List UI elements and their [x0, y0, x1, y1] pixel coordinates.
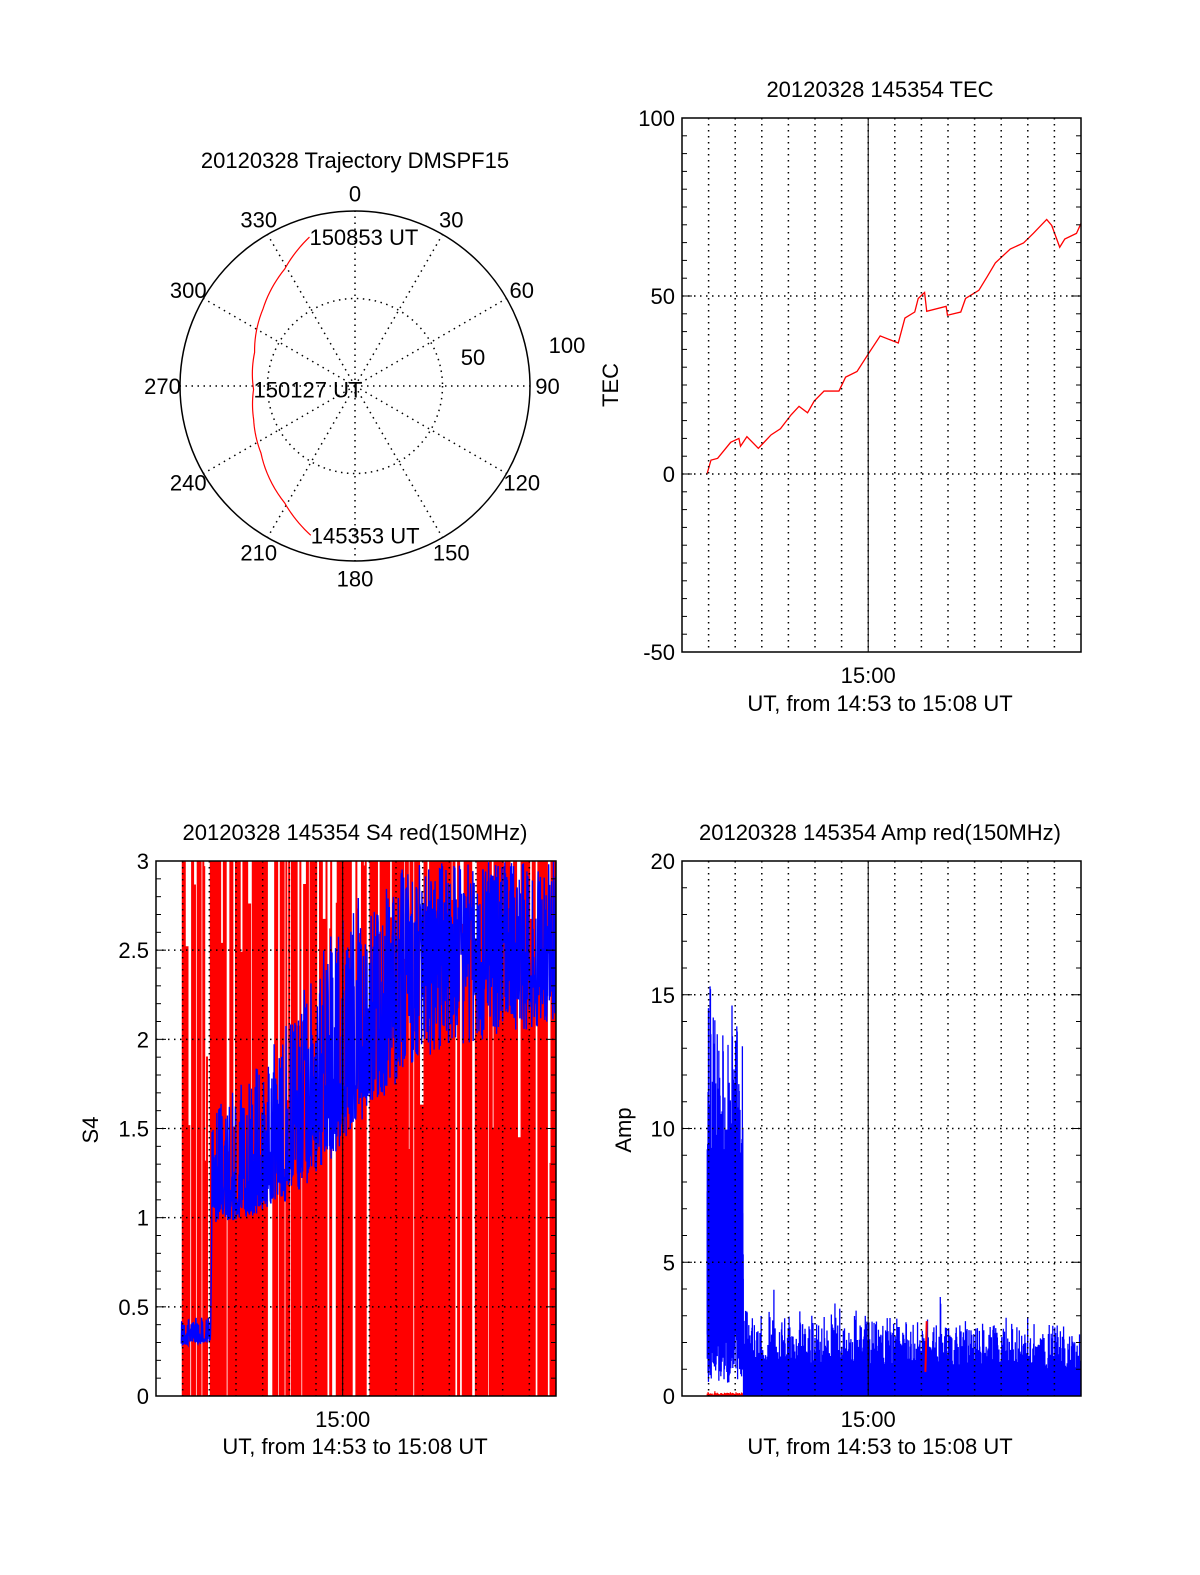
- plot-frame: [681, 860, 1082, 1397]
- amp-xlabel: UT, from 14:53 to 15:08 UT: [747, 1434, 1012, 1459]
- tec-plot: 20120328 145354 TEC TEC UT, from 14:53 t…: [598, 77, 1082, 716]
- y-tick-label: 100: [638, 106, 675, 131]
- angle-label-0: 0: [349, 182, 361, 207]
- s4-plot: 20120328 145354 S4 red(150MHz) S4 UT, fr…: [78, 820, 557, 1459]
- s4-xlabel: UT, from 14:53 to 15:08 UT: [222, 1434, 487, 1459]
- tec-title: 20120328 145354 TEC: [766, 77, 993, 102]
- y-tick-label: 50: [651, 284, 675, 309]
- y-tick-label: 0: [663, 1384, 675, 1409]
- angle-label-120: 120: [503, 470, 540, 495]
- tec-ylabel: TEC: [598, 363, 623, 407]
- angle-label-180: 180: [337, 567, 374, 592]
- angle-label-300: 300: [170, 278, 207, 303]
- polar-angle-labels: 0 30 60 90 120 150 180 210 240 270 300 330: [144, 182, 560, 592]
- plot-frame: [155, 860, 557, 1397]
- radial-tick-50: 50: [461, 345, 485, 370]
- angle-label-60: 60: [509, 278, 533, 303]
- trajectory-annotations: 150853 UT 150127 UT 145353 UT: [254, 225, 420, 548]
- plot-area: [706, 986, 1081, 1396]
- trajectory-line: [251, 236, 312, 536]
- plot-area: [180, 861, 556, 1396]
- tec-line: [706, 218, 1081, 475]
- s4-title: 20120328 145354 S4 red(150MHz): [183, 820, 528, 845]
- radial-grid-circle-50: [266, 297, 444, 475]
- amp-red-spike: [924, 1321, 928, 1372]
- y-tick-label: 2.5: [118, 938, 149, 963]
- amp-ylabel: Amp: [611, 1107, 636, 1152]
- y-tick-label: 0: [137, 1384, 149, 1409]
- s4-blue-line: [180, 861, 556, 1348]
- y-tick-label: 2: [137, 1027, 149, 1052]
- polar-title: 20120328 Trajectory DMSPF15: [201, 148, 509, 173]
- y-tick-label: -50: [643, 640, 675, 665]
- angle-label-210: 210: [240, 541, 277, 566]
- x-tick-label: 15:00: [841, 1407, 896, 1432]
- angle-label-270: 270: [144, 374, 181, 399]
- radial-tick-100: 100: [549, 333, 586, 358]
- polar-grid: [179, 210, 531, 562]
- y-tick-label: 20: [651, 849, 675, 874]
- y-tick-label: 1: [137, 1206, 149, 1231]
- angle-label-330: 330: [240, 207, 277, 232]
- x-tick-label: 15:00: [841, 663, 896, 688]
- trajectory-annotation: 145353 UT: [311, 523, 420, 548]
- trajectory-annotation: 150127 UT: [254, 378, 363, 403]
- y-tick-label: 3: [137, 849, 149, 874]
- y-tick-label: 5: [663, 1250, 675, 1275]
- trajectory-series: [251, 236, 312, 536]
- plot-area: [706, 218, 1081, 475]
- angle-label-90: 90: [535, 374, 559, 399]
- y-tick-label: 1.5: [118, 1117, 149, 1142]
- amp-blue-bars: [706, 986, 1081, 1396]
- y-tick-label: 0: [663, 462, 675, 487]
- x-tick-label: 15:00: [315, 1407, 370, 1432]
- polar-trajectory-plot: 20120328 Trajectory DMSPF15 0 30 60 90 120 15…: [144, 148, 585, 592]
- spoke-120: [354, 385, 507, 475]
- s4-ylabel: S4: [78, 1117, 103, 1144]
- y-tick-label: 10: [651, 1117, 675, 1142]
- spoke-330: [266, 234, 356, 387]
- polar-outer-circle: [179, 210, 531, 562]
- tec-xlabel: UT, from 14:53 to 15:08 UT: [747, 691, 1012, 716]
- angle-label-30: 30: [439, 207, 463, 232]
- trajectory-annotation: 150853 UT: [309, 225, 418, 250]
- amp-plot: 20120328 145354 Amp red(150MHz) Amp UT, …: [611, 820, 1082, 1459]
- y-tick-label: 15: [651, 983, 675, 1008]
- spoke-210: [266, 385, 356, 538]
- y-tick-label: 0.5: [118, 1295, 149, 1320]
- spoke-60: [354, 297, 507, 387]
- plot-frame: [681, 117, 1082, 653]
- spoke-300: [203, 297, 356, 387]
- angle-label-150: 150: [433, 541, 470, 566]
- amp-title: 20120328 145354 Amp red(150MHz): [699, 820, 1061, 845]
- angle-label-240: 240: [170, 470, 207, 495]
